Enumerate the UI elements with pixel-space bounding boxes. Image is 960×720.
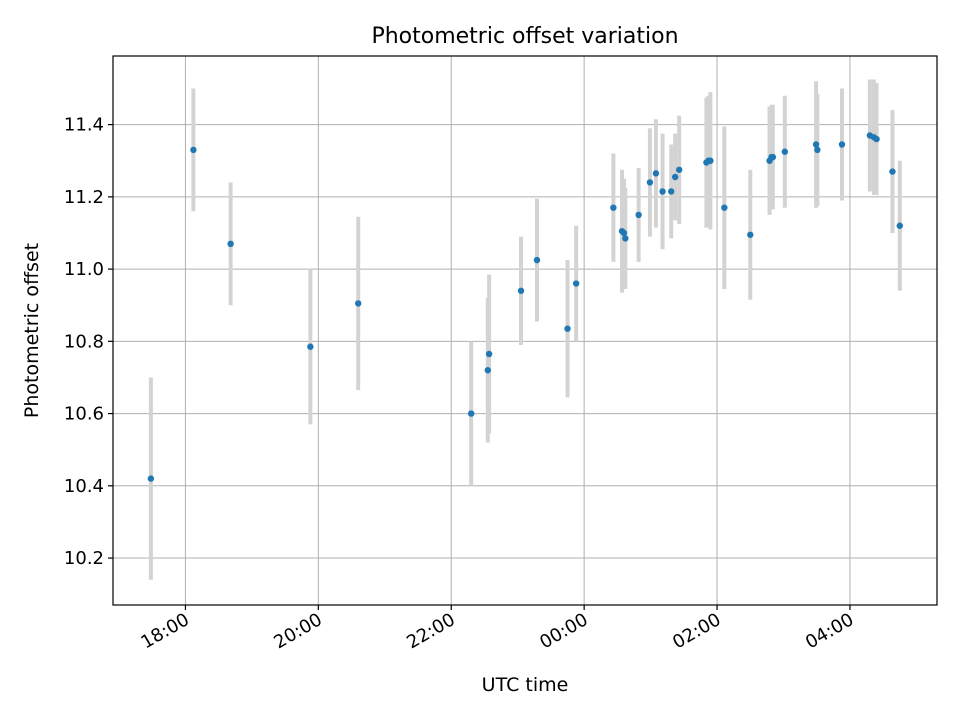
data-point bbox=[769, 153, 777, 161]
y-tick-label: 11.0 bbox=[64, 259, 104, 280]
data-point bbox=[812, 141, 820, 148]
data-point bbox=[747, 231, 754, 238]
y-tick-label: 10.2 bbox=[64, 548, 104, 569]
data-point bbox=[889, 168, 896, 175]
data-point bbox=[675, 166, 683, 173]
data-point bbox=[190, 146, 197, 154]
data-point bbox=[781, 148, 789, 155]
chart-title: Photometric offset variation bbox=[371, 24, 678, 49]
data-point bbox=[355, 300, 362, 307]
point-layer bbox=[147, 132, 903, 482]
data-point bbox=[873, 135, 880, 143]
data-point bbox=[838, 141, 846, 148]
x-axis-label: UTC time bbox=[482, 674, 569, 696]
y-tick-layer: 10.2 10.4 10.6 10.8 11.0 11.2 11.4 bbox=[64, 115, 113, 569]
data-point bbox=[533, 256, 541, 264]
data-point bbox=[667, 188, 675, 195]
data-point bbox=[517, 287, 525, 294]
data-point bbox=[652, 170, 660, 177]
data-point bbox=[659, 188, 666, 195]
data-point bbox=[147, 475, 155, 482]
y-axis-label: Photometric offset bbox=[21, 243, 43, 418]
y-tick-label: 10.4 bbox=[64, 476, 104, 497]
data-point bbox=[721, 204, 728, 211]
y-tick-label: 11.4 bbox=[64, 115, 104, 136]
data-point bbox=[227, 240, 234, 248]
grid-layer bbox=[113, 56, 937, 605]
data-point bbox=[646, 179, 654, 186]
data-point bbox=[622, 235, 629, 242]
data-point bbox=[564, 325, 571, 332]
data-point bbox=[484, 367, 491, 374]
y-tick-label: 10.6 bbox=[64, 404, 104, 425]
plot-frame bbox=[112, 55, 938, 606]
data-point bbox=[572, 280, 580, 287]
data-point bbox=[896, 222, 903, 229]
data-point bbox=[620, 229, 628, 237]
data-point bbox=[635, 211, 642, 219]
data-point bbox=[707, 157, 714, 164]
y-tick-label: 11.2 bbox=[64, 187, 104, 208]
data-point bbox=[307, 343, 314, 350]
data-point bbox=[814, 146, 821, 154]
data-point bbox=[671, 173, 679, 181]
data-point bbox=[485, 350, 493, 358]
data-point bbox=[610, 204, 617, 211]
data-point bbox=[467, 410, 475, 417]
y-tick-label: 10.8 bbox=[64, 331, 104, 352]
